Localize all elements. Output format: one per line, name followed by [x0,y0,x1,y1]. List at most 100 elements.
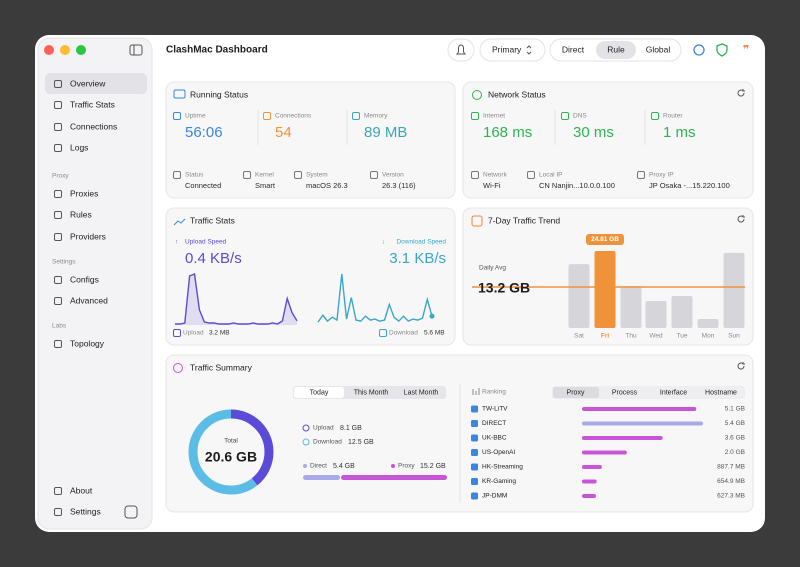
icon [54,211,62,219]
flow-name: Upload [313,425,334,432]
stat-label: Memory [364,113,388,120]
minimize-button[interactable] [60,45,70,55]
row-value: 5.1 GB [725,406,745,413]
stat-value: 1 ms [663,124,696,141]
globe-icon[interactable] [693,44,705,56]
period-tab[interactable]: Last Month [404,389,439,396]
refresh-button[interactable] [737,362,745,370]
icon [294,171,302,179]
row-name: TW-LiTV [482,406,508,413]
day-label: Fri [601,333,610,340]
total-value: 20.6 GB [205,449,257,465]
icon [637,171,645,179]
icon [471,171,479,179]
route-dot [303,464,307,468]
donut-segment [188,409,274,495]
sidebar-item[interactable]: Overview [70,78,106,88]
close-button[interactable] [44,45,54,55]
stat-label: DNS [573,113,587,120]
notification-button[interactable] [447,38,475,62]
profile-selector[interactable] [479,38,546,62]
detail-label: Local IP [539,172,563,179]
refresh-button[interactable] [737,89,745,97]
sidebar-item[interactable]: Traffic Stats [70,99,115,109]
upload-total-label: Upload [183,330,204,337]
route-bar [303,475,341,480]
period-tab[interactable]: This Month [354,389,389,396]
traffic-icon [173,218,186,226]
icon [54,340,62,348]
icon [54,123,62,131]
day-label: Tue [677,333,688,340]
day-bar [671,296,693,328]
icon [379,329,387,337]
settings-shortcut[interactable] [124,505,138,519]
icon [243,171,251,179]
mode-option[interactable]: Global [646,44,671,54]
trend-icon [471,215,483,227]
stat-label: Internet [483,113,505,120]
zoom-button[interactable] [76,45,86,55]
route-value: 15.2 GB [420,463,446,470]
detail-value: JP Osaka -...15.220.100 [649,181,730,190]
row-icon [471,434,478,442]
row-icon [471,449,478,456]
sidebar-item[interactable]: Proxies [70,188,98,198]
card-title: Traffic Stats [190,215,235,225]
day-bar [568,264,590,328]
active-mode [596,41,636,59]
period-tab[interactable]: Today [310,389,329,396]
upload-speed: 0.4 KB/s [185,250,242,267]
active-item-highlight [45,73,147,94]
active-period [294,387,344,398]
stat-value: 56:06 [185,124,223,141]
ranking-tab[interactable]: Hostname [705,389,737,396]
sidebar-item[interactable]: Logs [70,142,88,152]
icon [263,112,271,120]
download-label: Download Speed [396,239,446,246]
sidebar-item[interactable]: Connections [70,121,117,131]
sidebar-toggle[interactable] [129,44,143,56]
sidebar-item[interactable]: Rules [70,209,92,219]
detail-label: Kernel [255,172,274,179]
flow-value: 12.5 GB [348,439,374,446]
detail-label: Proxy IP [649,172,674,179]
avg-label: Daily Avg [479,265,506,272]
shield-icon[interactable] [716,43,728,57]
ranking-tab[interactable]: Proxy [567,389,585,396]
peak-label: 24.81 GB [591,236,619,243]
row-value: 654.9 MB [717,478,745,485]
row-name: JP-DMM [482,493,507,500]
stat-value: 89 MB [364,124,407,141]
sidebar-item[interactable]: Configs [70,274,99,284]
refresh-button[interactable] [737,215,745,223]
download-total-label: Download [389,330,418,337]
row-bar [582,407,697,411]
network-icon [472,90,482,100]
ranking-tab[interactable]: Interface [660,389,687,396]
quote-icon[interactable]: ❞ [743,44,749,56]
mode-option[interactable]: Direct [562,44,585,54]
icon [173,112,181,120]
row-bar [582,436,663,440]
icon [54,487,62,495]
day-label: Sun [728,333,740,340]
section-label: Labs [52,323,67,330]
sidebar-item[interactable]: Settings [70,506,101,516]
profile-name[interactable]: Primary [492,44,522,54]
row-name: UK-BBC [482,435,507,442]
row-name: KR-Gaming [482,478,516,485]
row-name: DIRECT [482,420,506,427]
app-title: ClashMac Dashboard [166,45,268,56]
ranking-tab[interactable]: Process [612,389,638,396]
day-label: Wed [649,333,663,340]
sidebar-item[interactable]: Topology [70,338,105,348]
card-title: Network Status [488,89,546,99]
icon [54,190,62,198]
stat-value: 168 ms [483,124,532,141]
mode-option[interactable]: Rule [607,44,625,54]
sidebar-item[interactable]: Providers [70,231,106,241]
sidebar-item[interactable]: About [70,485,93,495]
sidebar-item[interactable]: Advanced [70,295,108,305]
